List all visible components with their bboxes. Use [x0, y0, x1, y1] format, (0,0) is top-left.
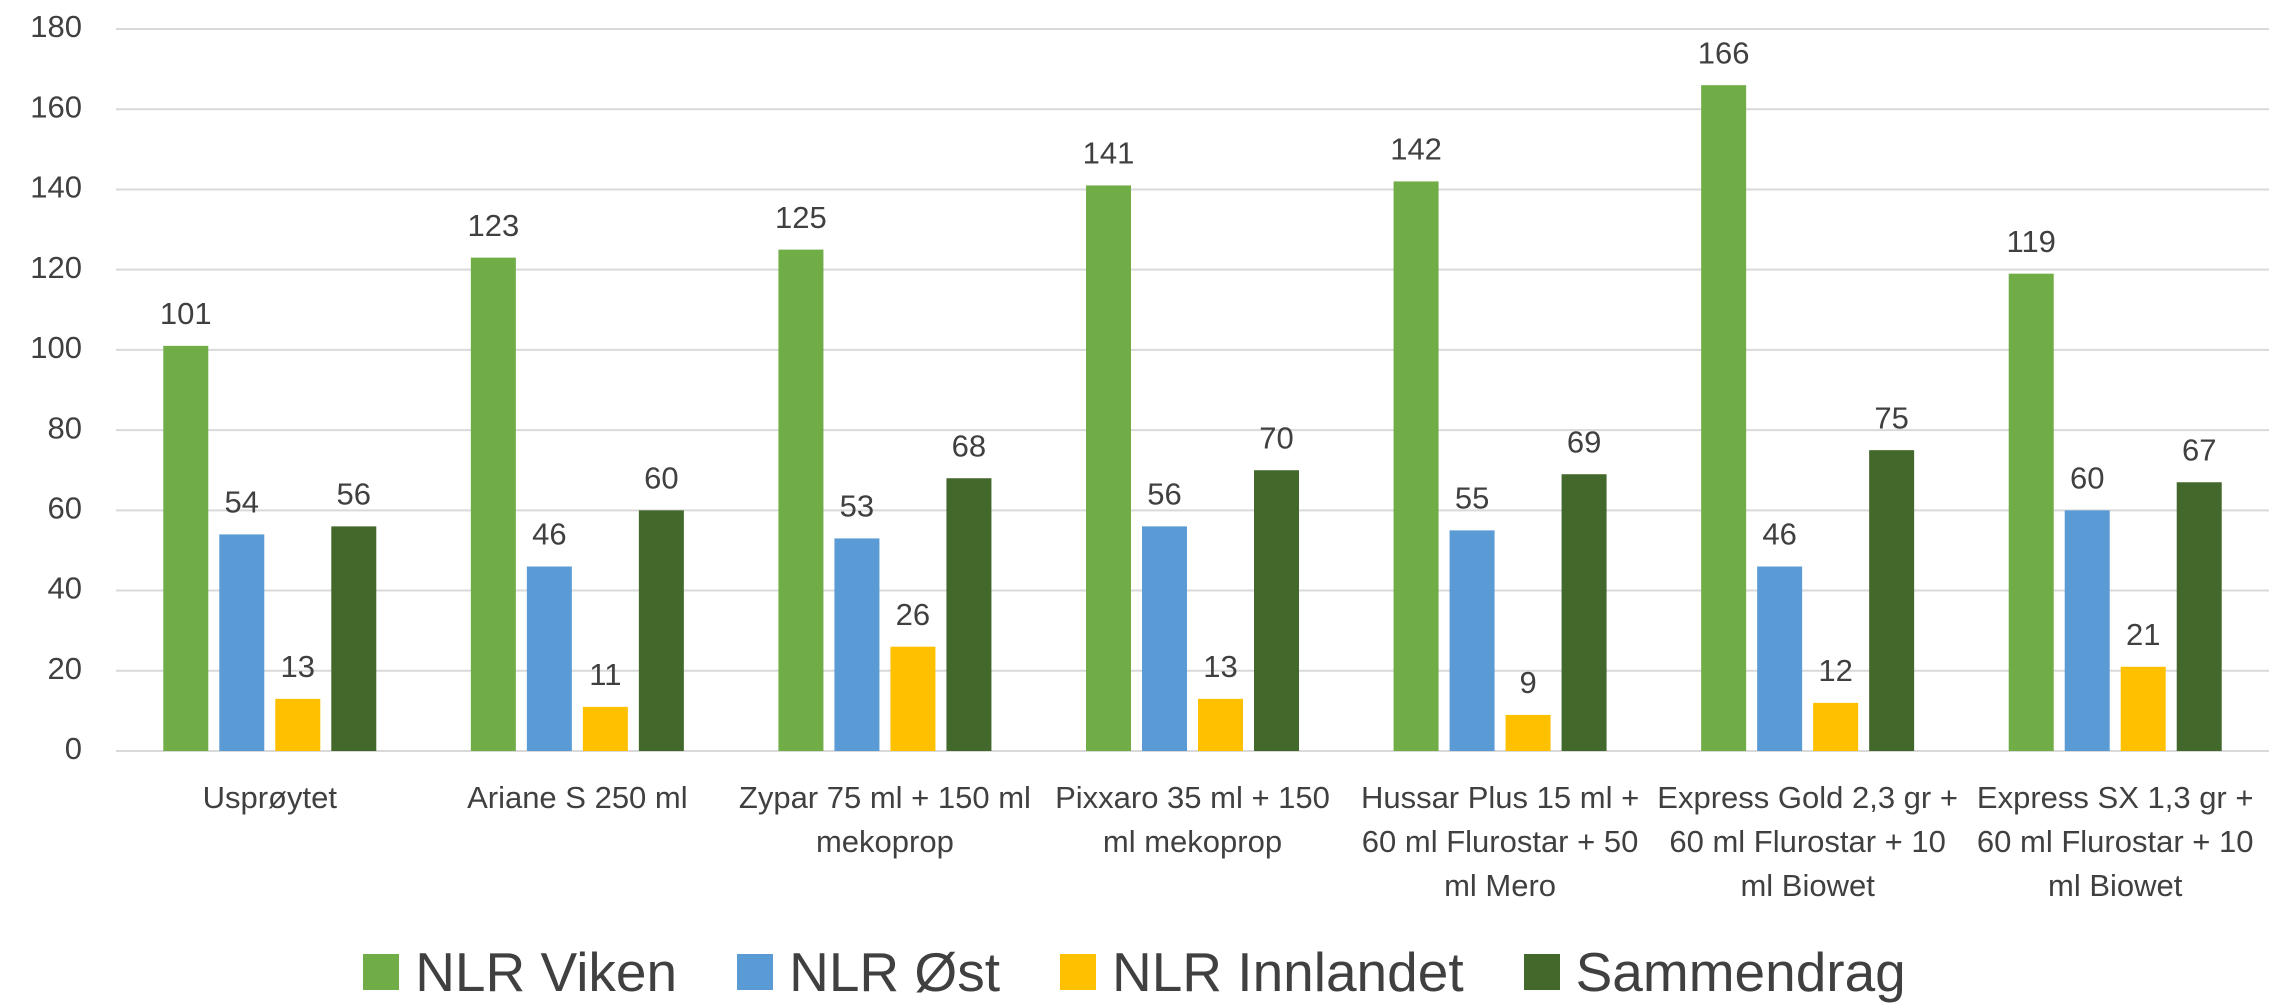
y-tick-label: 40	[48, 571, 82, 606]
bar	[638, 510, 684, 751]
x-tick-label: Hussar Plus 15 ml + 60 ml Flurostar + 50…	[1360, 780, 1640, 903]
y-tick-label: 0	[65, 731, 82, 766]
x-tick-label: Express Gold 2,3 gr + 60 ml Flurostar + …	[1657, 780, 1958, 903]
data-label: 11	[589, 657, 621, 692]
legend-label: NLR Øst	[789, 941, 1000, 1003]
y-tick-label: 120	[30, 250, 82, 285]
bar	[1701, 85, 1747, 751]
legend-item: NLR Øst	[737, 940, 1000, 1004]
y-tick-label: 20	[48, 651, 82, 686]
bar	[1393, 181, 1439, 751]
bar	[1869, 450, 1915, 751]
bar	[946, 478, 992, 751]
data-label: 68	[952, 428, 986, 463]
bar	[778, 249, 824, 751]
bar	[834, 538, 880, 751]
legend-item: NLR Innlandet	[1059, 940, 1464, 1004]
data-label: 21	[2126, 617, 2160, 652]
data-label: 54	[225, 485, 259, 520]
data-label: 60	[644, 461, 678, 496]
bar	[1254, 470, 1299, 751]
y-tick-label: 160	[30, 89, 82, 124]
legend-label: NLR Innlandet	[1111, 941, 1464, 1003]
y-tick-label: 80	[48, 410, 82, 445]
x-tick-label: Ariane S 250 ml	[467, 780, 688, 815]
y-tick-label: 100	[30, 330, 82, 365]
bar	[2120, 666, 2166, 751]
bar	[275, 698, 321, 751]
x-tick-label: Zypar 75 ml + 150 ml mekoprop	[738, 780, 1031, 859]
bar	[526, 566, 572, 751]
data-label: 141	[1083, 136, 1135, 171]
data-label: 46	[1762, 517, 1796, 552]
data-label: 101	[160, 296, 212, 331]
data-label: 9	[1519, 665, 1536, 700]
y-tick-label: 60	[48, 491, 82, 526]
bar	[1813, 702, 1859, 751]
bar	[1561, 474, 1607, 751]
data-label: 55	[1455, 481, 1489, 516]
bar	[470, 257, 516, 751]
bar	[582, 706, 628, 751]
data-label: 26	[896, 597, 930, 632]
data-label: 56	[337, 477, 371, 512]
bar	[1198, 698, 1243, 751]
data-label: 69	[1567, 424, 1601, 459]
data-label: 70	[1259, 420, 1293, 455]
x-tick-label: Express SX 1,3 gr + 60 ml Flurostar + 10…	[1976, 780, 2254, 903]
bar	[890, 646, 936, 751]
data-label: 166	[1698, 35, 1750, 70]
data-label: 53	[840, 489, 874, 524]
legend-swatch	[1059, 954, 1096, 990]
bar	[1449, 530, 1495, 751]
legend-label: NLR Viken	[415, 941, 678, 1003]
bar	[2064, 510, 2110, 751]
legend: NLR Viken NLR Øst NLR Innlandet Sammendrag	[0, 940, 2269, 1004]
legend-item: Sammendrag	[1523, 940, 1906, 1004]
data-label: 119	[2007, 224, 2056, 259]
data-label: 75	[1874, 400, 1908, 435]
bar	[1757, 566, 1803, 751]
bar	[1142, 526, 1187, 751]
legend-swatch	[363, 954, 400, 990]
legend-swatch	[1523, 954, 1560, 990]
data-label: 60	[2070, 461, 2104, 496]
data-label: 12	[1818, 653, 1852, 688]
bar	[331, 526, 377, 751]
data-label: 125	[775, 200, 827, 235]
y-tick-label: 140	[30, 170, 82, 205]
bar	[2008, 273, 2054, 751]
data-label: 46	[532, 517, 566, 552]
data-label: 56	[1147, 477, 1181, 512]
x-tick-label: Usprøytet	[202, 780, 337, 815]
bar	[1086, 185, 1131, 751]
data-label: 123	[467, 208, 519, 243]
data-label: 142	[1390, 132, 1442, 167]
bar	[2176, 482, 2222, 751]
bar	[219, 534, 265, 751]
y-tick-label: 180	[30, 9, 82, 44]
legend-label: Sammendrag	[1575, 941, 1906, 1003]
bar	[1505, 714, 1551, 751]
data-label: 67	[2182, 432, 2216, 467]
data-label: 13	[281, 649, 315, 684]
legend-item: NLR Viken	[363, 940, 677, 1004]
legend-swatch	[737, 954, 774, 990]
bar	[163, 345, 209, 751]
data-label: 13	[1203, 649, 1237, 684]
x-tick-label: Pixxaro 35 ml + 150 ml mekoprop	[1055, 780, 1330, 859]
